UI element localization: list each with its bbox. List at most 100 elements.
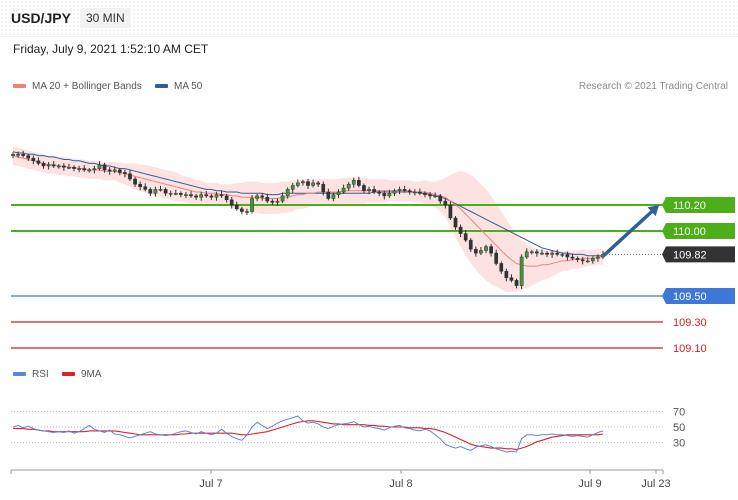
candle (51, 161, 56, 168)
candle (326, 188, 331, 201)
legend-9ma-label: 9MA (81, 369, 102, 380)
candle (519, 254, 524, 290)
legend-ma20-label: MA 20 + Bollinger Bands (32, 81, 142, 92)
candle-body (123, 172, 127, 175)
timeframe-badge[interactable]: 30 MIN (80, 8, 131, 28)
candle-body (46, 164, 51, 167)
candle-body (387, 193, 392, 197)
candle-body (367, 189, 371, 191)
candle-body (240, 208, 244, 212)
candle (36, 157, 41, 166)
candle-body (290, 185, 295, 190)
legend-ma20-bb: MA 20 + Bollinger Bands (13, 81, 142, 92)
candle (433, 192, 438, 198)
rsi-line (12, 415, 604, 453)
candle (484, 244, 488, 254)
level-label-109.50-bg (662, 288, 735, 304)
candle (489, 243, 493, 257)
candle (21, 150, 26, 158)
candle (189, 191, 193, 198)
candle (128, 170, 132, 181)
candle-body (463, 233, 468, 241)
candle-body (270, 200, 275, 203)
legend-9ma: 9MA (62, 369, 102, 380)
candle (148, 187, 153, 197)
rsi-9ma-line (13, 420, 604, 451)
candle-body (31, 157, 36, 162)
candle (468, 238, 473, 252)
candle-body (301, 181, 305, 184)
candle-body (21, 154, 26, 156)
candle (123, 169, 127, 178)
candle-body (499, 263, 504, 272)
candle-body (219, 194, 224, 197)
candle (473, 246, 478, 257)
candle (392, 188, 397, 197)
candle (514, 278, 519, 289)
level-label-110.00: 110.00 (662, 223, 735, 239)
candle-body (163, 189, 168, 194)
candle-body (346, 183, 351, 189)
candle-body (178, 193, 183, 195)
candle (199, 191, 204, 201)
candle-body (585, 260, 590, 263)
candle (565, 251, 570, 261)
candle (570, 253, 575, 261)
candle (448, 201, 453, 220)
candle (240, 206, 244, 215)
candle (46, 161, 51, 170)
candle-body (67, 167, 71, 169)
candle-body (423, 193, 427, 195)
candle (143, 183, 148, 192)
candle (596, 254, 600, 262)
candle-body (524, 251, 529, 258)
candle (407, 188, 412, 195)
candle (62, 163, 66, 171)
candle (87, 167, 92, 173)
candle (214, 191, 219, 201)
candle-body (87, 169, 92, 172)
candle-body (173, 193, 178, 195)
candle-body (407, 190, 412, 193)
candle (357, 176, 361, 188)
candle (158, 185, 163, 192)
candle-body (362, 185, 366, 191)
candle (229, 197, 234, 209)
level-label-110.20-bg (662, 197, 735, 213)
candle-body (153, 189, 158, 194)
candle (499, 261, 504, 275)
candle-body (331, 194, 336, 199)
candle (321, 181, 326, 196)
current-price-label: 109.82 (662, 246, 735, 263)
candle-body (341, 187, 346, 193)
time-label: Jul 7 (199, 478, 222, 490)
level-label-109.50: 109.50 (662, 288, 735, 304)
candle-body (51, 164, 56, 167)
candle-body (204, 194, 209, 197)
candle-body (473, 248, 478, 254)
candle (260, 193, 265, 201)
candle (316, 180, 321, 187)
candle (16, 151, 20, 158)
candle-body (494, 252, 499, 264)
candle (224, 193, 229, 203)
candle (107, 167, 112, 175)
candle (77, 165, 81, 173)
candle-body (102, 164, 107, 171)
candle-body (250, 198, 254, 212)
candle (285, 187, 290, 199)
candle-body (479, 250, 483, 254)
candle-body (295, 182, 300, 186)
candle (428, 191, 432, 200)
symbol-title: USD/JPY (11, 10, 71, 26)
candle-body (565, 254, 570, 258)
candle (402, 185, 407, 193)
candle-body (397, 189, 402, 191)
candle (412, 189, 417, 196)
candle-body (392, 190, 397, 194)
candle-body (16, 154, 20, 156)
candle (255, 193, 259, 202)
candle-body (550, 252, 554, 255)
candle (219, 191, 224, 198)
candle (545, 251, 549, 258)
